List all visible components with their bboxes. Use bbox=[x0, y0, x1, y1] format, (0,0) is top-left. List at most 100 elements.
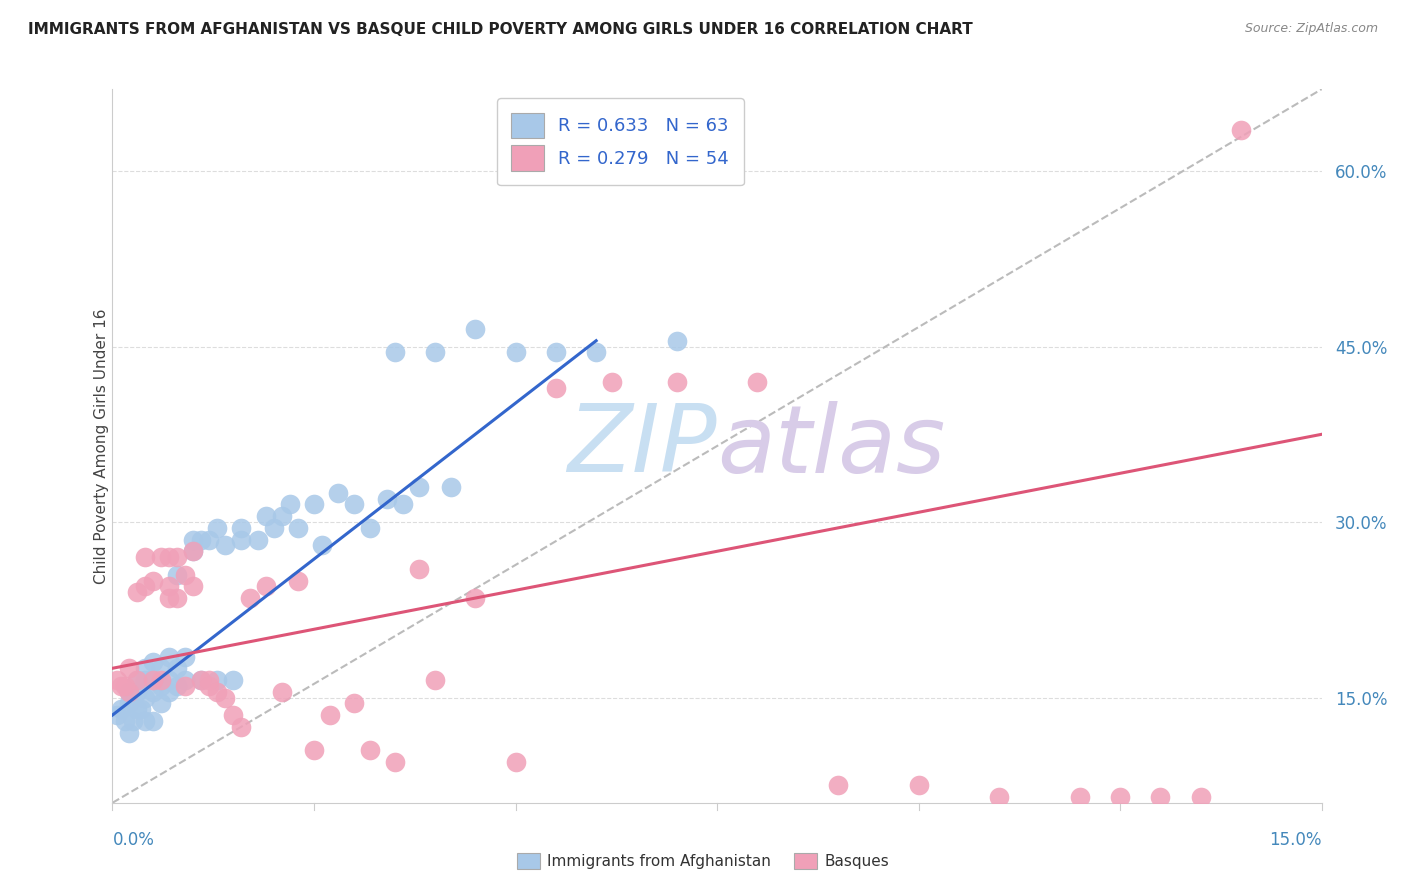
Point bbox=[665, 334, 688, 348]
Point bbox=[384, 755, 406, 769]
Point bbox=[174, 567, 197, 582]
Point bbox=[134, 579, 156, 593]
Point bbox=[254, 579, 277, 593]
Point bbox=[174, 679, 197, 693]
Point bbox=[231, 521, 253, 535]
Point bbox=[174, 673, 197, 687]
Point bbox=[319, 708, 342, 723]
Point bbox=[270, 509, 292, 524]
Point bbox=[544, 345, 567, 359]
Point bbox=[585, 345, 607, 359]
Point bbox=[214, 690, 236, 705]
Point bbox=[125, 684, 148, 698]
Point bbox=[134, 714, 156, 728]
Point bbox=[149, 679, 172, 693]
Point bbox=[166, 591, 188, 605]
Point bbox=[117, 684, 139, 698]
Point bbox=[408, 562, 430, 576]
Point bbox=[231, 533, 253, 547]
Point bbox=[423, 345, 446, 359]
Point bbox=[134, 550, 156, 565]
Point bbox=[105, 708, 128, 723]
Point bbox=[157, 591, 180, 605]
Point bbox=[384, 345, 406, 359]
Point bbox=[181, 544, 204, 558]
Text: ZIP: ZIP bbox=[568, 401, 717, 491]
Point bbox=[166, 567, 188, 582]
Point bbox=[1069, 789, 1091, 804]
Point bbox=[181, 579, 204, 593]
Point bbox=[142, 656, 165, 670]
Point bbox=[1109, 789, 1132, 804]
Point bbox=[907, 778, 929, 792]
Point bbox=[207, 673, 229, 687]
Point bbox=[157, 649, 180, 664]
Point bbox=[238, 591, 260, 605]
Point bbox=[181, 544, 204, 558]
Point bbox=[278, 498, 301, 512]
Point bbox=[142, 673, 165, 687]
Point bbox=[214, 538, 236, 552]
Point bbox=[157, 579, 180, 593]
Point bbox=[157, 673, 180, 687]
Point bbox=[198, 673, 221, 687]
Point bbox=[157, 550, 180, 565]
Point bbox=[1149, 789, 1171, 804]
Point bbox=[263, 521, 285, 535]
Point bbox=[827, 778, 849, 792]
Point bbox=[198, 679, 221, 693]
Point bbox=[287, 521, 309, 535]
Point bbox=[142, 684, 165, 698]
Point bbox=[270, 684, 292, 698]
Point bbox=[117, 725, 139, 739]
Point bbox=[129, 702, 152, 716]
Point bbox=[222, 673, 245, 687]
Point bbox=[988, 789, 1011, 804]
Point bbox=[121, 714, 143, 728]
Point bbox=[359, 743, 381, 757]
Point bbox=[125, 673, 148, 687]
Text: IMMIGRANTS FROM AFGHANISTAN VS BASQUE CHILD POVERTY AMONG GIRLS UNDER 16 CORRELA: IMMIGRANTS FROM AFGHANISTAN VS BASQUE CH… bbox=[28, 22, 973, 37]
Point bbox=[134, 673, 156, 687]
Point bbox=[174, 649, 197, 664]
Point bbox=[1230, 123, 1253, 137]
Point bbox=[149, 673, 172, 687]
Legend: Immigrants from Afghanistan, Basques: Immigrants from Afghanistan, Basques bbox=[510, 847, 896, 875]
Point bbox=[311, 538, 333, 552]
Point bbox=[149, 661, 172, 675]
Point bbox=[287, 574, 309, 588]
Point bbox=[231, 720, 253, 734]
Point bbox=[149, 550, 172, 565]
Point bbox=[198, 533, 221, 547]
Point bbox=[190, 673, 212, 687]
Point bbox=[207, 684, 229, 698]
Point bbox=[134, 690, 156, 705]
Point bbox=[343, 697, 366, 711]
Point bbox=[391, 498, 413, 512]
Point bbox=[105, 673, 128, 687]
Point bbox=[117, 661, 139, 675]
Point bbox=[190, 533, 212, 547]
Point bbox=[166, 550, 188, 565]
Point bbox=[110, 702, 132, 716]
Point bbox=[302, 743, 325, 757]
Point bbox=[408, 480, 430, 494]
Point bbox=[423, 673, 446, 687]
Y-axis label: Child Poverty Among Girls Under 16: Child Poverty Among Girls Under 16 bbox=[94, 309, 108, 583]
Point bbox=[505, 345, 527, 359]
Point bbox=[114, 679, 136, 693]
Point bbox=[166, 679, 188, 693]
Text: Source: ZipAtlas.com: Source: ZipAtlas.com bbox=[1244, 22, 1378, 36]
Point bbox=[142, 673, 165, 687]
Point bbox=[665, 375, 688, 389]
Point bbox=[149, 697, 172, 711]
Point bbox=[190, 673, 212, 687]
Point bbox=[246, 533, 269, 547]
Point bbox=[600, 375, 623, 389]
Point bbox=[181, 533, 204, 547]
Point bbox=[343, 498, 366, 512]
Point bbox=[114, 714, 136, 728]
Point bbox=[134, 661, 156, 675]
Text: 15.0%: 15.0% bbox=[1270, 831, 1322, 849]
Point bbox=[207, 521, 229, 535]
